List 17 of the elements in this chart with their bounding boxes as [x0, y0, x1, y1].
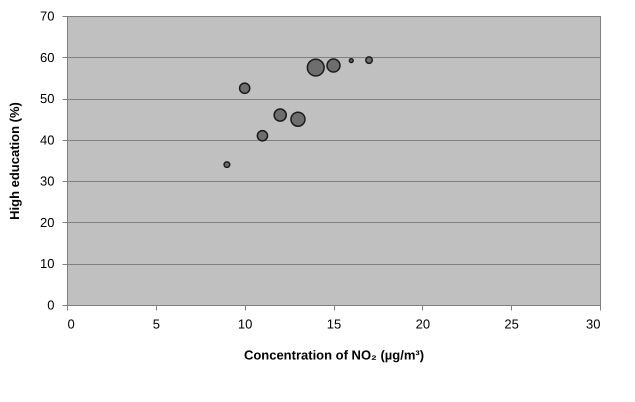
y-tick-label: 30 [40, 174, 54, 189]
x-tick-label: 30 [586, 316, 600, 332]
y-tick-label: 50 [40, 91, 54, 106]
y-tick-label: 60 [40, 50, 54, 65]
x-tick-label: 20 [416, 316, 430, 332]
y-tick-label: 0 [47, 298, 54, 312]
y-axis-title: High education (%) [7, 102, 22, 220]
x-axis-title: Concentration of NO₂ (µg/m³) [244, 348, 424, 362]
x-tick-label: 15 [326, 316, 342, 332]
x-tick-label: 0 [68, 316, 75, 332]
y-tick-label: 10 [40, 256, 54, 272]
x-tick-label: 25 [504, 316, 519, 332]
x-tick-label: 5 [152, 316, 160, 332]
y-tick-label: 40 [40, 132, 54, 148]
x-tick-label: 10 [238, 316, 252, 332]
y-tick-label: 20 [40, 214, 54, 230]
y-tick-label: 70 [40, 8, 54, 24]
